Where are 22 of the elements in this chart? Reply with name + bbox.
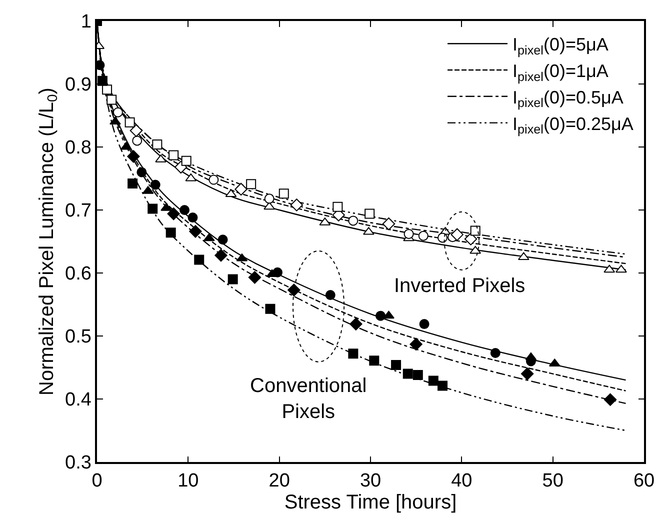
x-tick-label: 40 — [451, 470, 472, 492]
y-tick-label: 0.9 — [65, 74, 92, 96]
y-tick-label: 0.4 — [65, 390, 92, 411]
x-axis-title: Stress Time [hours] — [284, 492, 457, 514]
legend-label: I$_{pixel}$(0)=0.5μA — [512, 87, 624, 110]
x-tick-label: 50 — [542, 470, 564, 492]
annotation: Inverted Pixels — [394, 275, 526, 297]
y-tick-label: 0.7 — [65, 200, 92, 222]
y-tick-label: 0.5 — [65, 326, 92, 348]
legend-label: I$_{pixel}$(0)=0.25μA — [512, 114, 634, 137]
annotation: Conventional Pixels — [250, 375, 367, 423]
x-tick-label: 30 — [360, 470, 382, 492]
x-tick-label: 10 — [178, 470, 199, 492]
y-tick-label: 0.6 — [65, 264, 92, 285]
y-tick-label: 0.3 — [65, 452, 92, 474]
legend-label: I$_{pixel}$(0)=1μA — [512, 61, 608, 84]
y-tick-label: 0.8 — [65, 138, 92, 159]
x-tick-label: 20 — [268, 470, 290, 492]
x-tick-label: 0 — [92, 470, 102, 492]
legend-label: I$_{pixel}$(0)=5μA — [512, 34, 608, 58]
x-tick-label: 60 — [633, 470, 655, 492]
y-tick-label: 1 — [80, 12, 92, 33]
